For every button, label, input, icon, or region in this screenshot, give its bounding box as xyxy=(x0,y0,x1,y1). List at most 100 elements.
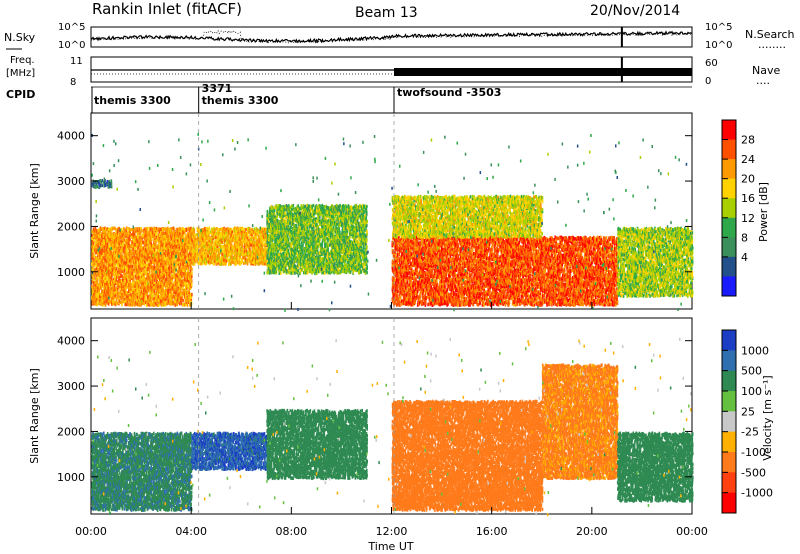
range-gate-cell xyxy=(91,286,94,290)
range-gate-cell xyxy=(99,275,102,279)
range-gate-cell xyxy=(115,252,118,256)
range-gate-cell xyxy=(101,234,103,238)
range-gate-cell xyxy=(118,260,121,264)
range-gate-cell xyxy=(118,239,120,243)
range-gate-cell xyxy=(94,268,97,272)
range-gate-cell xyxy=(99,234,102,238)
range-gate-cell xyxy=(119,233,121,238)
range-gate-cell xyxy=(102,249,104,253)
range-gate-cell xyxy=(96,302,99,307)
range-gate-cell xyxy=(120,252,123,256)
range-gate-cell xyxy=(108,276,111,280)
range-gate-cell xyxy=(91,233,94,238)
range-gate-cell xyxy=(173,275,175,279)
range-gate-cell xyxy=(160,299,162,304)
range-gate-cell xyxy=(101,248,103,253)
range-gate-cell xyxy=(114,291,116,295)
freq-unit: [MHz] xyxy=(6,68,35,79)
range-gate-cell xyxy=(110,238,112,242)
range-gate-cell xyxy=(98,241,101,246)
range-gate-cell xyxy=(103,288,105,292)
nave-label: Nave xyxy=(752,64,780,77)
range-gate-cell xyxy=(93,232,96,237)
range-gate-cell xyxy=(112,235,115,240)
range-gate-cell xyxy=(102,264,104,268)
range-gate-cell xyxy=(101,297,103,301)
range-gate-cell xyxy=(202,228,205,232)
range-gate-cell xyxy=(106,227,109,231)
range-gate-cell xyxy=(261,245,264,249)
range-gate-cell xyxy=(119,270,122,274)
range-gate-cell xyxy=(116,301,119,305)
range-gate-cell xyxy=(95,263,97,268)
range-gate-cell xyxy=(112,240,114,244)
range-gate-cell xyxy=(111,274,113,278)
range-gate-cell xyxy=(120,229,122,234)
range-gate-cell xyxy=(159,227,162,232)
range-gate-cell xyxy=(268,222,270,227)
range-gate-cell xyxy=(120,281,123,286)
range-gate-cell xyxy=(109,253,111,257)
nsky-line xyxy=(90,30,693,44)
range-gate-cell xyxy=(96,248,98,252)
range-gate-cell xyxy=(114,256,116,260)
range-gate-cell xyxy=(101,284,103,288)
range-gate-cell xyxy=(113,268,116,272)
range-gate-cell xyxy=(94,283,97,287)
freq-series xyxy=(91,27,692,82)
range-gate-cell xyxy=(126,279,128,283)
beam-title: Beam 13 xyxy=(355,5,418,21)
range-gate-cell xyxy=(115,280,118,284)
range-gate-cell xyxy=(97,255,99,260)
nsky-label: N.Sky xyxy=(4,31,36,44)
range-gate-cell xyxy=(111,272,113,276)
range-gate-cell xyxy=(120,241,122,245)
range-gate-cell xyxy=(148,270,151,274)
range-gate-cell xyxy=(99,295,101,299)
range-gate-cell xyxy=(104,230,106,234)
range-gate-cell xyxy=(96,250,98,255)
range-gate-cell xyxy=(96,229,99,233)
range-gate-cell xyxy=(91,238,94,243)
range-gate-cell xyxy=(94,280,97,284)
range-gate-cell xyxy=(97,232,99,236)
range-gate-cell xyxy=(243,227,246,232)
date-title: 20/Nov/2014 xyxy=(590,3,680,19)
range-gate-cell xyxy=(105,294,108,299)
range-gate-cell xyxy=(116,229,119,233)
range-gate-cell xyxy=(102,294,105,298)
range-gate-cell xyxy=(118,279,120,283)
range-gate-cell xyxy=(106,281,108,285)
cpid-label: CPID xyxy=(6,88,35,101)
range-gate-cell xyxy=(115,230,117,234)
range-gate-cell xyxy=(95,257,98,261)
range-gate-cell xyxy=(153,278,156,282)
range-gate-cell xyxy=(108,252,111,256)
range-gate-cell xyxy=(182,234,185,238)
freq-tick-high: 11 xyxy=(70,56,83,67)
range-gate-cell xyxy=(212,240,214,244)
range-gate-cell xyxy=(91,298,94,302)
cpid-segment-label: twofsound -3503 xyxy=(397,86,501,99)
range-gate-cell xyxy=(190,279,193,283)
range-gate-cell xyxy=(191,267,193,272)
range-gate-cell xyxy=(176,302,179,307)
freq-label: Freq. xyxy=(10,55,35,66)
range-gate-cell xyxy=(92,241,95,245)
range-gate-cell xyxy=(180,287,182,291)
range-gate-cell xyxy=(209,260,211,264)
nsearch-line xyxy=(90,29,693,44)
range-gate-cell xyxy=(91,296,93,300)
range-gate-cell xyxy=(115,232,118,237)
range-gate-cell xyxy=(97,259,99,264)
range-gate-cell xyxy=(93,258,96,263)
range-gate-cell xyxy=(121,229,123,234)
range-gate-cell xyxy=(93,247,95,251)
range-gate-cell xyxy=(121,254,124,258)
range-gate-cell xyxy=(103,264,105,268)
range-gate-cell xyxy=(103,301,106,305)
range-gate-cell xyxy=(119,295,122,299)
range-gate-cell xyxy=(129,237,131,242)
range-gate-cell xyxy=(119,279,121,283)
